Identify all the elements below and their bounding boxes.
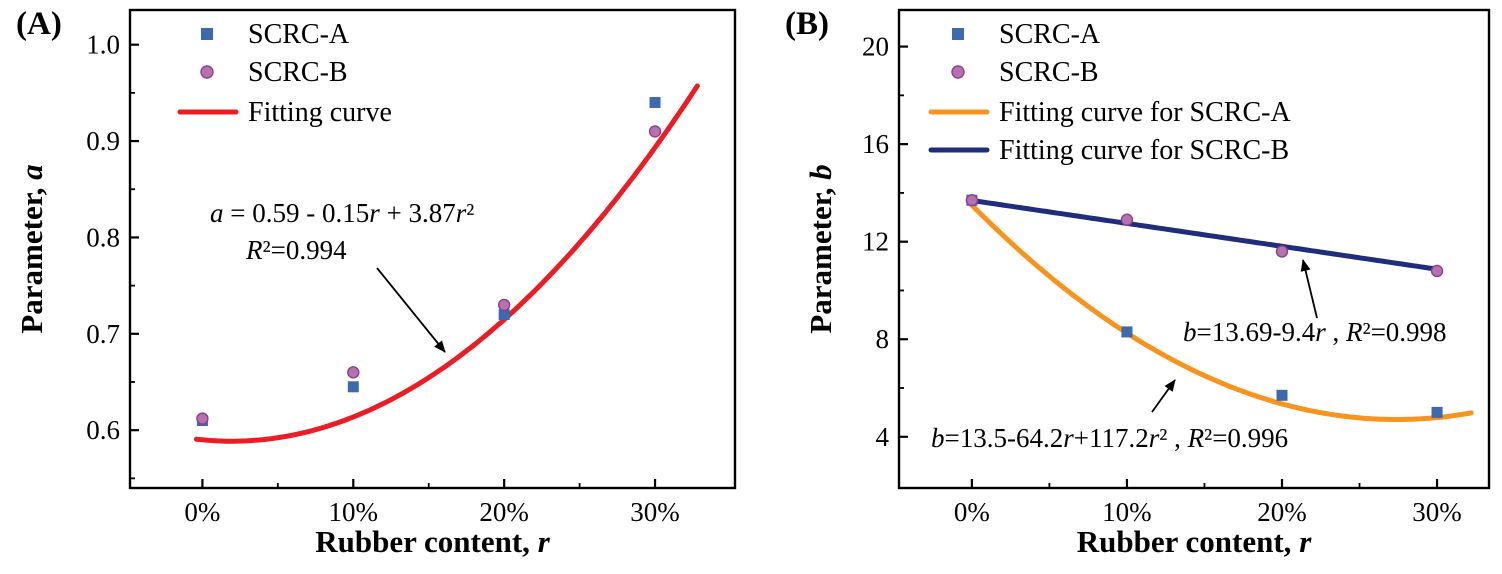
x-axis-title: Rubber content, r — [1077, 524, 1312, 559]
legend-label: SCRC-A — [999, 19, 1101, 50]
panel-b-label: (B) — [785, 6, 829, 42]
legend-label: SCRC-B — [999, 57, 1099, 88]
y-axis-title: Parameter, a — [14, 164, 49, 333]
fitting-curve-fitting-curve-for-scrc-b — [969, 198, 1443, 273]
chart-a: 0% 10% 20% 30% 0.6 0.7 0.8 0.9 1.0 Rubber content… — [14, 8, 737, 559]
scatter-point-scrc-b — [1430, 264, 1444, 278]
panel-a: (A) 0% 10% 20% 30% 0.6 0.7 0.8 0.9 1.0 Rubber con… — [14, 6, 737, 559]
legend-marker-square — [201, 28, 213, 40]
plot-frame — [128, 8, 737, 490]
x-axis-title: Rubber content, r — [315, 524, 550, 559]
x-tick-label: 0% — [184, 497, 220, 527]
annotation-arrow — [1300, 259, 1318, 319]
x-tick-label: 20% — [1257, 497, 1307, 527]
annotation-text: R²=0.994 — [245, 235, 347, 265]
legend-label: SCRC-B — [248, 57, 348, 88]
x-tick-label: 0% — [954, 497, 990, 527]
y-tick-label: 0.7 — [86, 319, 120, 349]
y-tick-label: 1.0 — [86, 30, 120, 60]
annotation-text: b=13.5-64.2r+117.2r² , R²=0.996 — [931, 423, 1288, 453]
legend-marker-square — [952, 28, 964, 40]
scatter-point-scrc-b — [1120, 213, 1134, 226]
scatter-point-scrc-b — [196, 412, 209, 425]
legend-label: SCRC-A — [248, 19, 350, 50]
scatter-point-scrc-a — [1431, 406, 1443, 418]
legend-label: Fitting curve — [248, 97, 392, 128]
annotation-arrow — [376, 267, 446, 353]
scatter-point-scrc-a — [1276, 389, 1288, 401]
scatter-point-scrc-b — [1275, 245, 1289, 258]
scatter-point-scrc-b — [965, 194, 979, 207]
y-tick-label: 16 — [862, 129, 889, 159]
legend-label: Fitting curve for SCRC-B — [999, 135, 1289, 166]
fitting-curve-fitting-curve-for-scrc-a — [969, 202, 1474, 422]
scatter-point-scrc-a — [649, 97, 661, 109]
x-tick-label: 10% — [1102, 497, 1152, 527]
y-tick-label: 20 — [862, 32, 889, 62]
y-tick-label: 8 — [876, 324, 890, 354]
x-tick-label: 30% — [1412, 497, 1462, 527]
fitting-curve-fitting-curve — [193, 83, 700, 444]
legend-marker-circle — [200, 65, 214, 79]
annotation-text: b=13.69-9.4r , R²=0.998 — [1183, 317, 1447, 347]
x-tick-label: 20% — [479, 497, 529, 527]
plot-frame — [897, 8, 1491, 490]
legend-marker-circle — [951, 65, 965, 79]
annotation-arrow — [1151, 379, 1176, 413]
x-tick-label: 30% — [630, 497, 680, 527]
scatter-point-scrc-a — [347, 381, 359, 393]
scatter-point-scrc-a — [1121, 326, 1133, 338]
panel-b: (B) 0% 10% 20% 30% 4 8 12 16 20 Rubber content, r… — [751, 0, 1502, 574]
legend-label: Fitting curve for SCRC-A — [999, 97, 1291, 128]
chart-b: 0% 10% 20% 30% 4 8 12 16 20 Rubber content, r Para… — [803, 8, 1491, 559]
annotation-text: a = 0.59 - 0.15r + 3.87r² — [210, 198, 474, 228]
y-tick-label: 12 — [862, 227, 889, 257]
y-tick-label: 4 — [876, 422, 890, 452]
y-tick-label: 0.8 — [86, 222, 120, 252]
scatter-point-scrc-b — [648, 125, 662, 138]
y-tick-label: 0.9 — [86, 126, 120, 156]
scatter-point-scrc-b — [347, 366, 360, 379]
y-axis-title: Parameter, b — [803, 164, 838, 333]
y-tick-label: 0.6 — [86, 415, 120, 445]
scatter-point-scrc-b — [497, 298, 511, 312]
panel-a-label: (A) — [16, 6, 62, 42]
scatter-point-scrc-a — [498, 309, 510, 321]
x-tick-label: 10% — [329, 497, 379, 527]
